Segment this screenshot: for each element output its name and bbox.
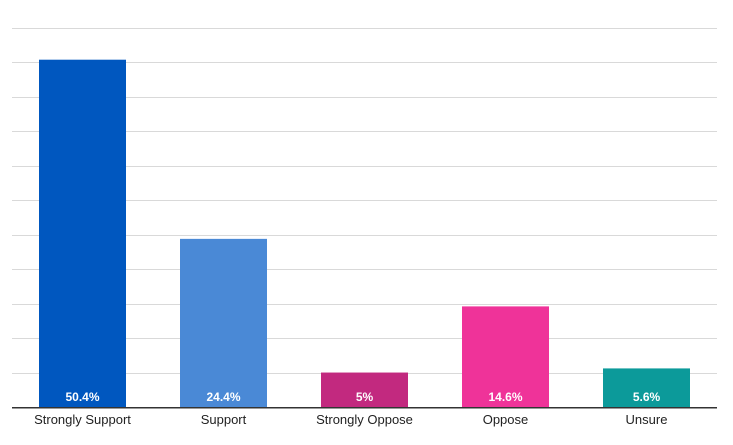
x-tick-label: Unsure bbox=[626, 412, 668, 427]
bar[interactable] bbox=[180, 238, 267, 407]
bars bbox=[39, 59, 690, 407]
bar-value-label: 14.6% bbox=[488, 390, 522, 404]
x-axis: Strongly Support Support Strongly Oppose Op… bbox=[12, 406, 717, 427]
bar[interactable] bbox=[603, 368, 690, 407]
bar-value-label: 24.4% bbox=[206, 390, 240, 404]
bar-value-label: 5% bbox=[356, 390, 374, 404]
x-tick-label: Strongly Oppose bbox=[316, 412, 413, 427]
bar-value-label: 5.6% bbox=[633, 390, 661, 404]
bar[interactable] bbox=[321, 372, 408, 407]
bar[interactable] bbox=[39, 59, 126, 407]
bar-value-label: 50.4% bbox=[65, 390, 99, 404]
bar-value-labels: 50.4% 24.4% 5% 14.6% 5.6% bbox=[65, 390, 660, 404]
x-tick-label: Support bbox=[201, 412, 247, 427]
x-tick-label: Oppose bbox=[483, 412, 529, 427]
gridlines bbox=[12, 28, 717, 374]
x-tick-label: Strongly Support bbox=[34, 412, 131, 427]
bar[interactable] bbox=[462, 306, 549, 407]
